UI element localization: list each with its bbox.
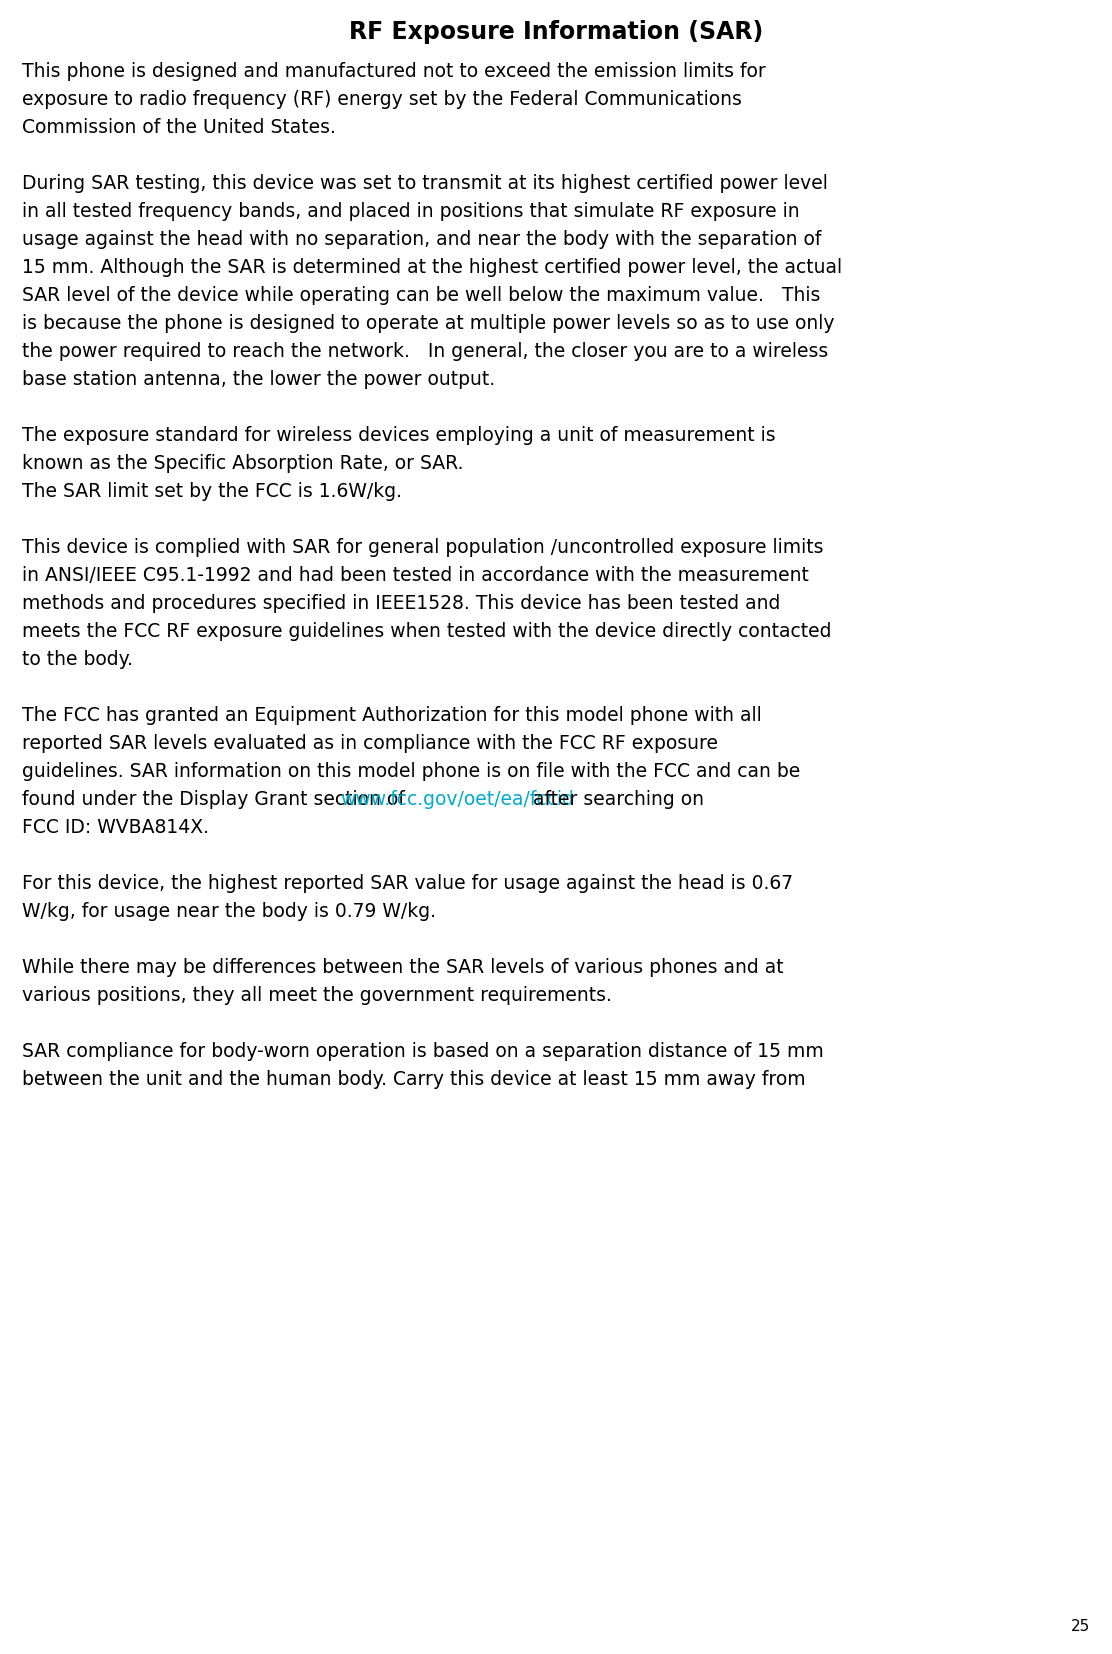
Text: exposure to radio frequency (RF) energy set by the Federal Communications: exposure to radio frequency (RF) energy …: [22, 89, 742, 109]
Text: base station antenna, the lower the power output.: base station antenna, the lower the powe…: [22, 370, 495, 389]
Text: various positions, they all meet the government requirements.: various positions, they all meet the gov…: [22, 986, 612, 1006]
Text: FCC ID: WVBA814X.: FCC ID: WVBA814X.: [22, 819, 209, 837]
Text: 15 mm. Although the SAR is determined at the highest certified power level, the : 15 mm. Although the SAR is determined at…: [22, 258, 842, 276]
Text: between the unit and the human body. Carry this device at least 15 mm away from: between the unit and the human body. Car…: [22, 1070, 805, 1088]
Text: www.fcc.gov/oet/ea/fccid: www.fcc.gov/oet/ea/fccid: [340, 791, 574, 809]
Text: SAR compliance for body-worn operation is based on a separation distance of 15 m: SAR compliance for body-worn operation i…: [22, 1042, 824, 1060]
Text: For this device, the highest reported SAR value for usage against the head is 0.: For this device, the highest reported SA…: [22, 873, 793, 893]
Text: This device is complied with SAR for general population /uncontrolled exposure l: This device is complied with SAR for gen…: [22, 538, 824, 557]
Text: While there may be differences between the SAR levels of various phones and at: While there may be differences between t…: [22, 958, 784, 978]
Text: known as the Specific Absorption Rate, or SAR.: known as the Specific Absorption Rate, o…: [22, 453, 464, 473]
Text: is because the phone is designed to operate at multiple power levels so as to us: is because the phone is designed to oper…: [22, 314, 834, 332]
Text: methods and procedures specified in IEEE1528. This device has been tested and: methods and procedures specified in IEEE…: [22, 594, 781, 614]
Text: Commission of the United States.: Commission of the United States.: [22, 117, 336, 137]
Text: The SAR limit set by the FCC is 1.6W/kg.: The SAR limit set by the FCC is 1.6W/kg.: [22, 481, 403, 501]
Text: The FCC has granted an Equipment Authorization for this model phone with all: The FCC has granted an Equipment Authori…: [22, 706, 762, 724]
Text: after searching on: after searching on: [527, 791, 704, 809]
Text: found under the Display Grant section of: found under the Display Grant section of: [22, 791, 410, 809]
Text: SAR level of the device while operating can be well below the maximum value.   T: SAR level of the device while operating …: [22, 286, 821, 304]
Text: meets the FCC RF exposure guidelines when tested with the device directly contac: meets the FCC RF exposure guidelines whe…: [22, 622, 832, 642]
Text: W/kg, for usage near the body is 0.79 W/kg.: W/kg, for usage near the body is 0.79 W/…: [22, 901, 436, 921]
Text: During SAR testing, this device was set to transmit at its highest certified pow: During SAR testing, this device was set …: [22, 174, 827, 194]
Text: The exposure standard for wireless devices employing a unit of measurement is: The exposure standard for wireless devic…: [22, 427, 776, 445]
Text: the power required to reach the network.   In general, the closer you are to a w: the power required to reach the network.…: [22, 342, 828, 361]
Text: usage against the head with no separation, and near the body with the separation: usage against the head with no separatio…: [22, 230, 822, 250]
Text: guidelines. SAR information on this model phone is on file with the FCC and can : guidelines. SAR information on this mode…: [22, 762, 801, 781]
Text: 25: 25: [1071, 1619, 1090, 1634]
Text: RF Exposure Information (SAR): RF Exposure Information (SAR): [349, 20, 763, 45]
Text: This phone is designed and manufactured not to exceed the emission limits for: This phone is designed and manufactured …: [22, 61, 766, 81]
Text: in ANSI/IEEE C95.1-1992 and had been tested in accordance with the measurement: in ANSI/IEEE C95.1-1992 and had been tes…: [22, 566, 808, 586]
Text: in all tested frequency bands, and placed in positions that simulate RF exposure: in all tested frequency bands, and place…: [22, 202, 800, 222]
Text: reported SAR levels evaluated as in compliance with the FCC RF exposure: reported SAR levels evaluated as in comp…: [22, 734, 718, 753]
Text: to the body.: to the body.: [22, 650, 133, 668]
